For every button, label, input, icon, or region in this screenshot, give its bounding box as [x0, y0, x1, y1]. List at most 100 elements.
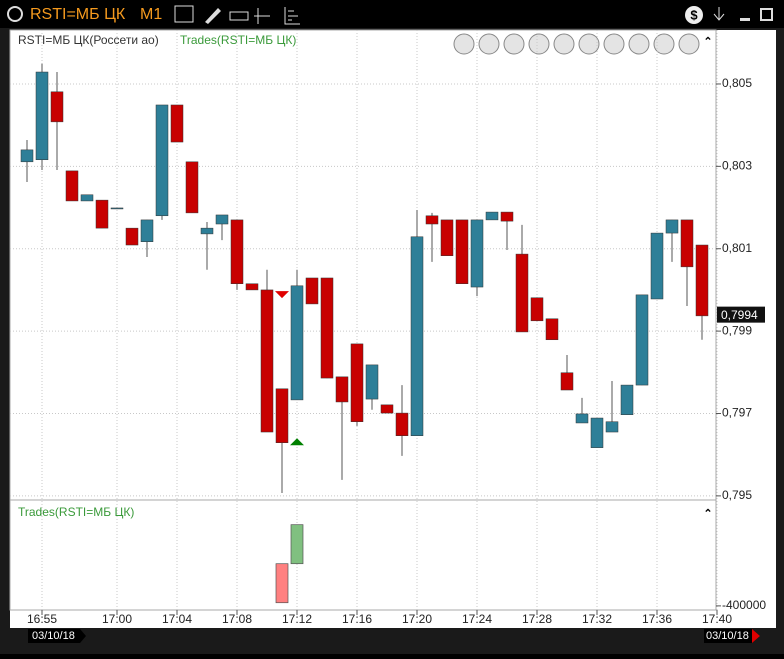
- candle-body: [80, 194, 94, 202]
- candle-body: [440, 219, 454, 256]
- legend-symbol: RSTI=МБ ЦК(Россети ао): [18, 33, 159, 47]
- candle-body: [20, 149, 34, 163]
- y-tick-label: 0,799: [722, 323, 752, 337]
- crosshair-button[interactable]: [254, 8, 270, 24]
- legend-indicator: Trades(RSTI=МБ ЦК): [180, 33, 296, 47]
- candle-body: [380, 404, 394, 414]
- nav-button[interactable]: [603, 33, 625, 55]
- draw-button[interactable]: [205, 8, 221, 24]
- candle-body: [230, 219, 244, 284]
- x-tick-label: 16:55: [27, 612, 57, 626]
- trade-bar: [290, 524, 304, 565]
- nav-button[interactable]: [503, 33, 525, 55]
- candle-body: [185, 161, 199, 214]
- candle-body: [515, 253, 529, 333]
- candle-body: [500, 211, 514, 222]
- candle-body: [335, 376, 349, 403]
- minimize-button[interactable]: [740, 18, 750, 21]
- x-tick-label: 17:36: [642, 612, 672, 626]
- candle-body: [620, 384, 634, 415]
- candle-body: [650, 232, 664, 300]
- candle-body: [470, 219, 484, 288]
- candle-body: [665, 219, 679, 234]
- x-tick-label: 17:00: [102, 612, 132, 626]
- nav-button[interactable]: [453, 33, 475, 55]
- date-arrow: [752, 629, 760, 643]
- candle-body: [110, 207, 124, 210]
- trade-icon: $: [690, 7, 698, 22]
- x-tick-label: 17:04: [162, 612, 192, 626]
- candle-body: [50, 91, 64, 123]
- chart-area: [10, 30, 776, 628]
- title-bar: [0, 0, 784, 28]
- candle-body: [170, 104, 184, 143]
- trade-marker: [275, 291, 289, 299]
- collapse-button[interactable]: ⌃: [703, 508, 712, 520]
- candle-body: [455, 219, 469, 284]
- candle-body: [200, 227, 214, 235]
- candle-body: [425, 215, 439, 225]
- plot-frame: [9, 29, 717, 611]
- candle-body: [305, 277, 319, 305]
- candle-body: [530, 297, 544, 322]
- y-tick-label: 0,801: [722, 241, 752, 255]
- candle-body: [95, 199, 109, 229]
- candle-body: [260, 289, 274, 433]
- toolbar: $: [174, 5, 773, 25]
- candle-body: [35, 71, 49, 161]
- x-tick-label: 17:12: [282, 612, 312, 626]
- candle-body: [290, 285, 304, 401]
- app-icon[interactable]: [7, 6, 23, 22]
- candle-body: [545, 318, 559, 341]
- navigation-buttons: [453, 33, 700, 55]
- candle-body: [560, 372, 574, 391]
- nav-button[interactable]: [628, 33, 650, 55]
- last-price-label: 0,7994: [721, 308, 758, 322]
- trade-marker: [290, 438, 304, 446]
- layout-button[interactable]: [284, 7, 300, 25]
- nav-button[interactable]: [478, 33, 500, 55]
- date-label: 03/10/18: [32, 630, 75, 642]
- candle-body: [395, 412, 409, 436]
- nav-button[interactable]: [578, 33, 600, 55]
- last-price-tag: [717, 306, 765, 323]
- candle-body: [635, 294, 649, 386]
- nav-button[interactable]: [653, 33, 675, 55]
- nav-button[interactable]: [553, 33, 575, 55]
- y-tick-label: 0,795: [722, 488, 752, 502]
- nav-button[interactable]: [678, 33, 700, 55]
- date-label: 03/10/18: [706, 630, 749, 642]
- x-tick-label: 17:24: [462, 612, 492, 626]
- x-tick-label: 17:40: [702, 612, 732, 626]
- x-tick-label: 17:20: [402, 612, 432, 626]
- y-tick-label: -400000: [722, 598, 766, 612]
- indicator-button[interactable]: [229, 11, 249, 21]
- x-tick-label: 17:28: [522, 612, 552, 626]
- trade-button[interactable]: [685, 6, 703, 24]
- candle-body: [695, 244, 709, 317]
- close-button[interactable]: [760, 8, 773, 21]
- chart-type-button[interactable]: [174, 5, 194, 23]
- candle-body: [140, 219, 154, 242]
- candle-body: [215, 214, 229, 225]
- candle-body: [350, 343, 364, 422]
- x-tick-label: 17:32: [582, 612, 612, 626]
- lower-pane-title: Trades(RSTI=МБ ЦК): [18, 505, 134, 519]
- download-button[interactable]: [713, 7, 725, 21]
- x-tick-label: 17:08: [222, 612, 252, 626]
- candle-body: [680, 219, 694, 268]
- nav-button[interactable]: [528, 33, 550, 55]
- y-tick-label: 0,797: [722, 406, 752, 420]
- date-tag: [28, 629, 86, 643]
- candle-body: [590, 417, 604, 448]
- candle-body: [125, 227, 139, 246]
- y-tick-label: 0,803: [722, 159, 752, 173]
- timeframe[interactable]: M1: [140, 6, 162, 23]
- collapse-button[interactable]: ⌃: [703, 36, 712, 48]
- x-tick-label: 17:16: [342, 612, 372, 626]
- y-tick-label: 0,805: [722, 76, 752, 90]
- candle-body: [245, 283, 259, 291]
- candle-body: [605, 421, 619, 433]
